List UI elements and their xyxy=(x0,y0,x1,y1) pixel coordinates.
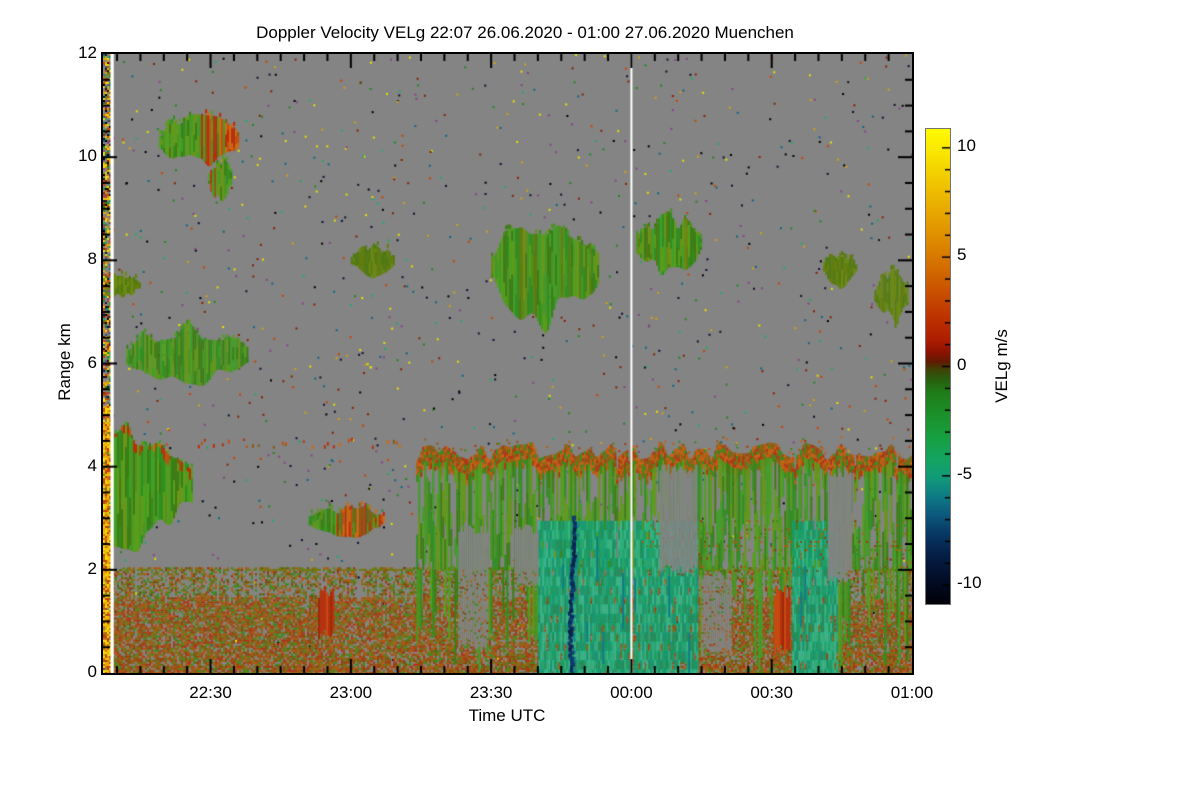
y-axis-tick-label: 8 xyxy=(87,249,97,269)
x-axis-tick-label: 23:30 xyxy=(469,683,513,702)
x-axis-tick-label: 01:00 xyxy=(890,683,934,702)
x-axis-tick-label: 00:30 xyxy=(750,683,793,702)
y-axis-tick-label: 6 xyxy=(87,352,97,372)
chart-title: Doppler Velocity VELg 22:07 26.06.2020 -… xyxy=(256,23,794,42)
y-axis-tick-label: 4 xyxy=(87,455,97,475)
colorbar-tick-label: -10 xyxy=(957,573,982,593)
x-axis-tick-label: 23:00 xyxy=(329,683,373,702)
x-axis-label: Time UTC xyxy=(468,706,546,725)
colorbar-tick-label: 10 xyxy=(957,135,976,155)
x-axis-tick-label: 22:30 xyxy=(189,683,232,702)
heatmap-canvas xyxy=(101,52,914,675)
colorbar-canvas xyxy=(925,128,951,605)
x-axis-tick-label: 00:00 xyxy=(610,683,653,702)
y-axis-tick-label: 12 xyxy=(78,43,97,62)
colorbar-tick-label: 5 xyxy=(957,245,967,265)
colorbar-tick-label: 0 xyxy=(957,354,967,374)
y-axis-tick-label: 0 xyxy=(87,662,97,681)
y-axis-tick-label: 2 xyxy=(87,558,97,578)
colorbar-tick-label: -5 xyxy=(957,463,973,483)
y-axis-tick-label: 10 xyxy=(78,146,97,166)
